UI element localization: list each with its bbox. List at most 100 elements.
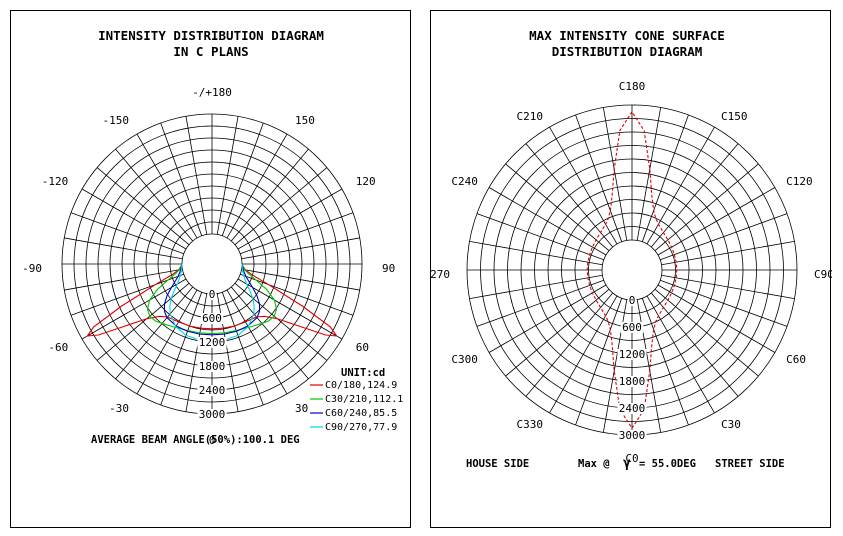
radial-label-bg <box>617 349 647 360</box>
radial-label-bg <box>197 337 227 348</box>
angle-label: C90 <box>814 268 832 281</box>
grid-spoke <box>234 282 328 361</box>
grid-spoke <box>654 288 759 377</box>
radial-label-bg <box>200 313 224 324</box>
grid-spoke <box>96 167 190 246</box>
grid-spoke <box>469 274 603 300</box>
grid-spoke <box>476 213 604 261</box>
grid-spoke <box>136 133 198 239</box>
radial-label-bg <box>197 385 227 396</box>
angle-label: 90 <box>382 262 395 275</box>
unit-label: UNIT:cd <box>341 367 385 379</box>
angle-label: C270 <box>431 268 450 281</box>
legend-entry: C30/210,112.1 <box>325 394 403 405</box>
angle-label: C180 <box>619 80 646 93</box>
grid-spoke <box>81 278 187 340</box>
grid-spoke <box>81 188 187 250</box>
angle-label: 120 <box>356 175 376 188</box>
grid-spoke <box>64 237 183 260</box>
grid-spoke <box>96 282 190 361</box>
radial-label: 3000 <box>199 408 226 421</box>
angle-label: 150 <box>295 114 315 127</box>
angle-label: -30 <box>109 402 129 415</box>
grid-spoke <box>241 268 360 291</box>
grid-spoke <box>636 107 662 241</box>
radial-label: 1200 <box>619 348 646 361</box>
chart-title-line-1: MAX INTENSITY CONE SURFACE <box>529 28 725 43</box>
angle-label: 60 <box>356 341 369 354</box>
grid-spoke <box>136 289 198 395</box>
grid-spoke <box>575 114 623 242</box>
radial-label: 600 <box>202 312 222 325</box>
intensity-distribution-chart: INTENSITY DISTRIBUTION DIAGRAM IN C PLAN… <box>22 28 403 447</box>
legend-entry: C60/240,85.5 <box>325 408 397 419</box>
radial-label: 1800 <box>199 360 226 373</box>
radial-label-bg <box>197 409 227 420</box>
gamma-symbol: γ <box>623 456 631 471</box>
grid-spoke <box>216 116 239 235</box>
angle-label: -/+180 <box>192 86 232 99</box>
intensity-distribution-panel: INTENSITY DISTRIBUTION DIAGRAM IN C PLAN… <box>10 10 411 528</box>
grid-spoke <box>221 292 264 406</box>
angle-label: -60 <box>48 341 68 354</box>
angle-label: C30 <box>721 418 741 431</box>
chart-title-line-2: DISTRIBUTION DIAGRAM <box>552 44 703 59</box>
grid-spoke <box>160 122 203 236</box>
grid-spoke <box>226 133 288 239</box>
grid-spoke <box>230 148 309 242</box>
radial-label-bg <box>617 430 647 441</box>
legend: C0/180,124.9 C30/210,112.1 C60/240,85.5 C90… <box>310 380 403 433</box>
grid-spoke <box>602 299 628 433</box>
grid-ring <box>181 233 243 295</box>
grid-spoke <box>185 116 208 235</box>
max-angle-value: = 55.0DEG <box>639 458 696 470</box>
grid-spoke <box>237 188 343 250</box>
radial-label: 600 <box>622 321 642 334</box>
cone-surface-panel: MAX INTENSITY CONE SURFACE DISTRIBUTION … <box>430 10 832 528</box>
angle-label: C300 <box>451 353 478 366</box>
angle-label: C120 <box>786 175 813 188</box>
radial-label: 0 <box>629 294 636 307</box>
grid-spoke <box>641 114 689 242</box>
angle-label: 30 <box>295 402 308 415</box>
grid-spoke <box>488 284 607 353</box>
grid-spoke <box>660 213 788 261</box>
grid-spoke <box>115 148 194 242</box>
radial-label: 1200 <box>199 336 226 349</box>
grid-spoke <box>525 292 614 397</box>
grid-spoke <box>64 268 183 291</box>
radial-label-bg <box>617 403 647 414</box>
grid-spoke <box>221 122 264 236</box>
series-line-3 <box>163 263 261 336</box>
grid-spoke <box>488 187 607 256</box>
series-line-2 <box>146 263 278 335</box>
radial-label: 3000 <box>619 429 646 442</box>
grid-spoke <box>70 212 184 255</box>
angle-label: -150 <box>103 114 130 127</box>
grid-ring <box>601 239 663 301</box>
angle-label: C60 <box>786 353 806 366</box>
radial-label: 2400 <box>619 402 646 415</box>
grid-spoke <box>240 273 354 316</box>
radial-label: 1800 <box>619 375 646 388</box>
grid-spoke <box>476 279 604 327</box>
radial-label: 2400 <box>199 384 226 397</box>
grid-spoke <box>650 143 739 248</box>
chart-title-line-1: INTENSITY DISTRIBUTION DIAGRAM <box>98 28 324 43</box>
angle-label: C210 <box>517 110 544 123</box>
legend-entry: C90/270,77.9 <box>325 422 397 433</box>
chart-title-line-2: IN C PLANS <box>173 44 248 59</box>
grid-spoke <box>575 298 623 426</box>
grid-spoke <box>469 240 603 266</box>
grid-spoke <box>660 279 788 327</box>
radial-label-bg <box>207 289 217 300</box>
grid-spoke <box>661 240 795 266</box>
grid-spoke <box>160 292 203 406</box>
grid-spoke <box>115 286 194 380</box>
radial-label-bg <box>197 361 227 372</box>
grid-spoke <box>525 143 614 248</box>
series-line-1 <box>586 110 678 430</box>
grid-spoke <box>505 163 610 252</box>
grid-spoke <box>505 288 610 377</box>
radial-label-bg <box>627 295 637 306</box>
